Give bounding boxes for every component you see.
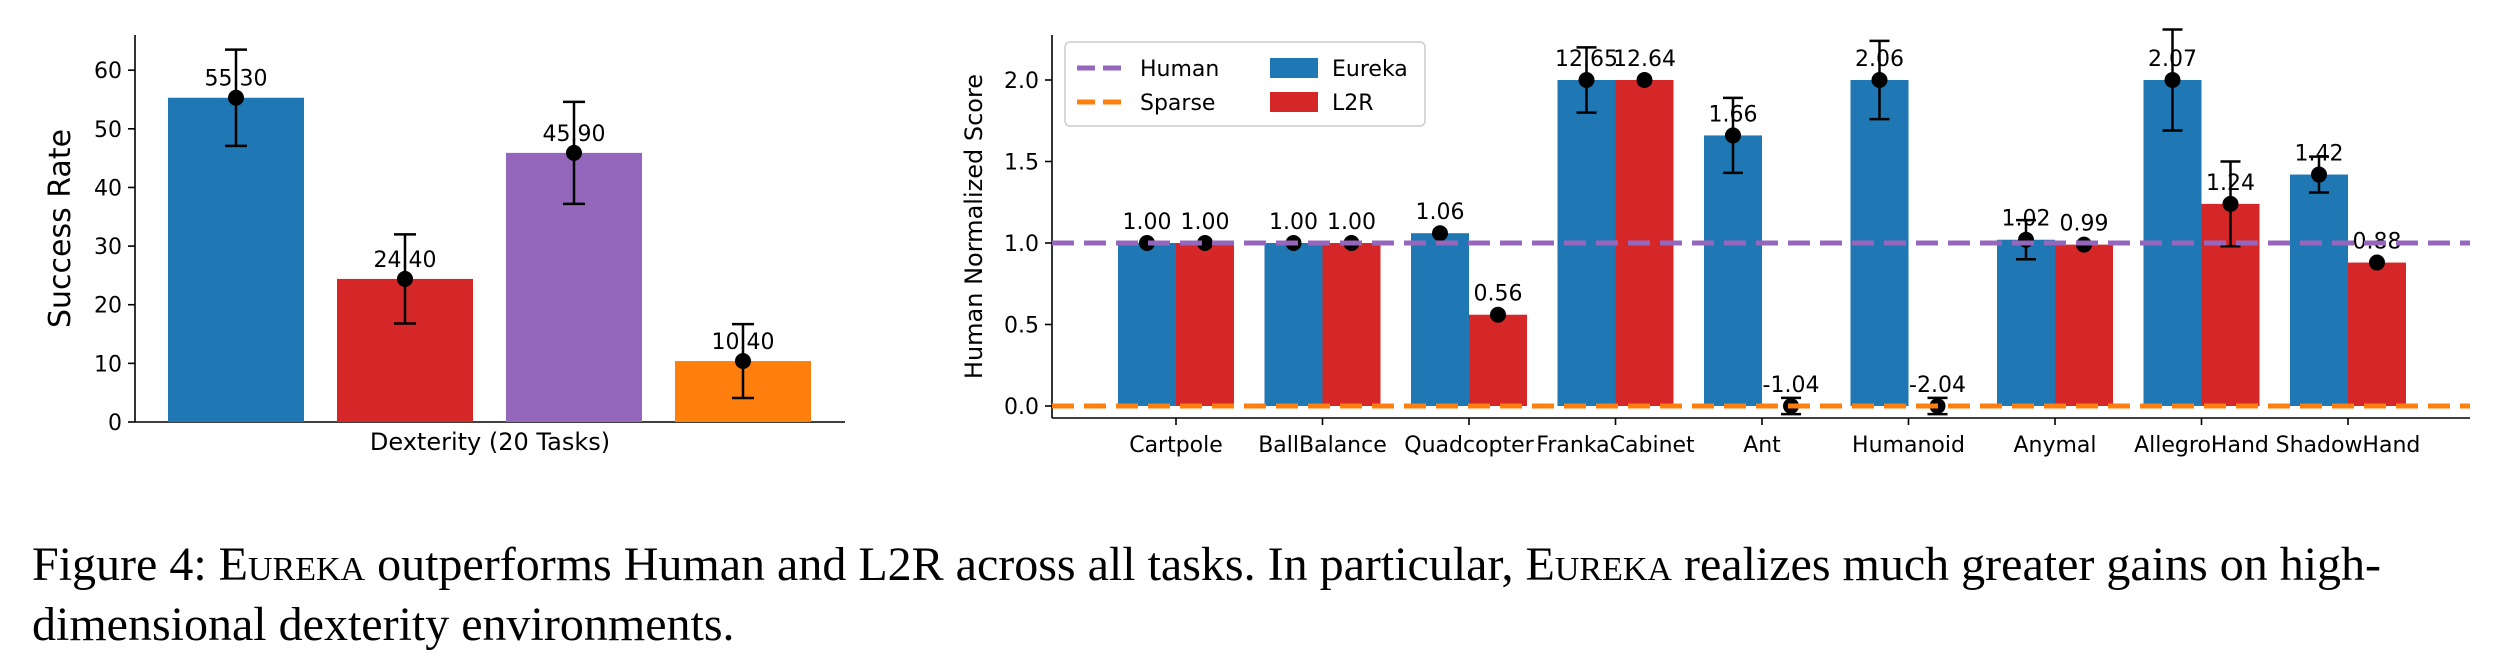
y-axis-label: Human Normalized Score <box>960 74 988 379</box>
mean-point <box>397 270 413 287</box>
eureka-bar <box>1118 243 1176 406</box>
eureka-bar <box>1264 243 1323 406</box>
x-tick-label: Anymal <box>2013 433 2096 458</box>
data-label: 0.99 <box>2060 212 2109 237</box>
data-label: 55.30 <box>205 67 268 92</box>
legend: Human Sparse Eureka L2R <box>1064 41 1426 127</box>
legend-sparse-label: Sparse <box>1140 91 1215 116</box>
y-tick-label: 0.5 <box>1004 314 1039 339</box>
data-label: 1.00 <box>1181 210 1230 235</box>
mean-point <box>228 89 244 106</box>
mean-point <box>1871 72 1888 88</box>
x-tick-label: Humanoid <box>1852 433 1965 458</box>
x-tick-label: BallBalance <box>1258 433 1387 458</box>
eureka-bar <box>1411 233 1469 406</box>
data-label: 1.66 <box>1709 102 1758 127</box>
y-tick-label: 2.0 <box>1004 69 1039 94</box>
x-tick-label: FrankaCabinet <box>1536 433 1695 458</box>
caption-eureka-2: Eureka <box>1525 538 1672 591</box>
mean-point <box>1725 127 1741 144</box>
l2r-bar <box>1469 314 1527 406</box>
x-axis-label: Dexterity (20 Tasks) <box>370 428 610 456</box>
x-tick-label: Ant <box>1743 433 1781 458</box>
y-tick-label: 40 <box>94 176 122 201</box>
legend-box <box>1064 41 1426 127</box>
y-axis-label: Success Rate <box>43 129 78 328</box>
y-tick-label: 50 <box>94 118 122 143</box>
data-label: 1.00 <box>1123 210 1172 235</box>
bar <box>168 97 304 422</box>
caption-eureka-1: Eureka <box>218 538 366 591</box>
x-tick-label: Cartpole <box>1129 433 1223 458</box>
data-label: 12.64 <box>1613 47 1676 72</box>
x-tick-label: ShadowHand <box>2276 433 2421 458</box>
mean-point <box>2311 166 2327 183</box>
human-normalized-score-chart: 0.0 0.5 1.0 1.5 2.0 Cartpole 1.00 1.00 BallBalan… <box>960 28 2470 458</box>
l2r-bar <box>2055 244 2113 406</box>
y-tick-label: 0.0 <box>1004 395 1039 420</box>
mean-point <box>1197 235 1213 251</box>
figure-caption: Figure 4: Eureka outperforms Human and L… <box>32 535 2492 655</box>
legend-l2r-label: L2R <box>1332 91 1374 116</box>
mean-point <box>735 353 751 370</box>
x-tick-label: Quadcopter <box>1404 433 1534 458</box>
mean-point <box>1432 225 1448 242</box>
y-tick-label: 30 <box>94 235 122 260</box>
caption-prefix: Figure 4: <box>32 538 219 591</box>
data-label: 1.00 <box>1327 210 1376 235</box>
l2r-bar <box>1176 243 1234 406</box>
legend-eureka-label: Eureka <box>1332 57 1408 82</box>
mean-point <box>566 144 582 161</box>
data-label: 1.24 <box>2206 171 2255 196</box>
caption-text-1: outperforms Human and L2R across all tas… <box>365 538 1526 591</box>
eureka-bar <box>1704 135 1762 407</box>
eureka-bar <box>1997 239 2055 406</box>
mean-point <box>1636 72 1653 88</box>
data-label: 24.40 <box>374 248 437 273</box>
data-label: 1.06 <box>1416 200 1465 225</box>
data-label: 0.56 <box>1474 282 1523 307</box>
y-tick-label: 10 <box>94 352 122 377</box>
y-tick-label: 1.0 <box>1004 232 1039 257</box>
x-tick-label: AllegroHand <box>2134 433 2269 458</box>
data-label: 2.07 <box>2148 47 2197 72</box>
data-label: 2.06 <box>1855 47 1904 72</box>
eureka-bar <box>2290 174 2348 406</box>
l2r-bar <box>1322 243 1381 406</box>
data-label: 1.02 <box>2002 207 2051 232</box>
y-tick-label: 1.5 <box>1004 151 1039 176</box>
data-label: 1.00 <box>1269 210 1318 235</box>
y-tick-label: 60 <box>94 59 122 84</box>
mean-point <box>2164 72 2181 88</box>
caption-text-2: realizes much greater gains on high-dime… <box>32 538 2382 651</box>
data-label: 1.42 <box>2295 142 2344 167</box>
success-rate-chart: 0 10 20 30 40 50 60 55.30 24.40 45.90 10.40 Dexteri… <box>43 35 845 456</box>
mean-point <box>1490 306 1506 323</box>
data-label: -1.04 <box>1763 373 1820 398</box>
y-tick-label: 0 <box>108 411 122 436</box>
figure-canvas: 0 10 20 30 40 50 60 55.30 24.40 45.90 10.40 Dexteri… <box>43 28 2470 458</box>
legend-eureka-swatch <box>1270 58 1318 78</box>
data-label: 45.90 <box>543 122 606 147</box>
l2r-bar <box>2348 262 2406 406</box>
data-label: 12.65 <box>1555 47 1618 72</box>
mean-point <box>2222 195 2239 212</box>
y-tick-label: 20 <box>94 294 122 319</box>
mean-point <box>1578 72 1595 88</box>
data-label: -2.04 <box>1909 373 1966 398</box>
mean-point <box>1139 235 1155 251</box>
data-label: 10.40 <box>712 330 775 355</box>
legend-l2r-swatch <box>1270 92 1318 112</box>
mean-point <box>2369 254 2385 271</box>
legend-human-label: Human <box>1140 57 1219 82</box>
